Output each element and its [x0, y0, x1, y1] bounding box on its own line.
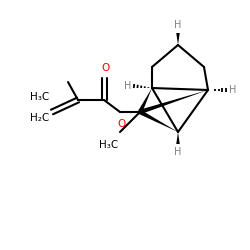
Text: H: H — [174, 20, 182, 30]
Text: H: H — [229, 85, 236, 95]
Polygon shape — [139, 110, 178, 132]
Text: H₃C: H₃C — [99, 140, 118, 150]
Text: H₃C: H₃C — [30, 92, 49, 102]
Text: H₂C: H₂C — [30, 113, 49, 123]
Polygon shape — [176, 33, 180, 45]
Text: O: O — [117, 119, 125, 129]
Polygon shape — [138, 88, 152, 113]
Text: H: H — [124, 81, 131, 91]
Polygon shape — [139, 90, 208, 114]
Text: H: H — [174, 147, 182, 157]
Polygon shape — [176, 132, 180, 144]
Text: O: O — [102, 63, 110, 73]
